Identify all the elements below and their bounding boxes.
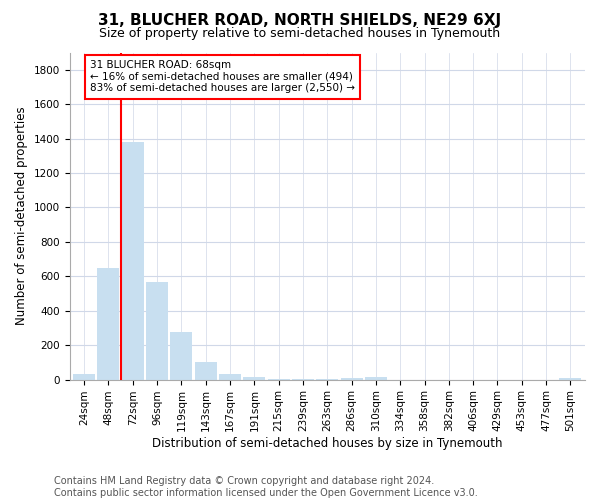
Bar [365, 377, 387, 380]
Bar [122, 142, 143, 380]
Bar [268, 378, 290, 380]
Bar [146, 282, 168, 380]
Bar [341, 378, 362, 380]
Bar [97, 268, 119, 380]
Bar [170, 332, 193, 380]
Bar [244, 377, 265, 380]
Text: Contains HM Land Registry data © Crown copyright and database right 2024.
Contai: Contains HM Land Registry data © Crown c… [54, 476, 478, 498]
Bar [195, 362, 217, 380]
Bar [219, 374, 241, 380]
X-axis label: Distribution of semi-detached houses by size in Tynemouth: Distribution of semi-detached houses by … [152, 437, 503, 450]
Text: Size of property relative to semi-detached houses in Tynemouth: Size of property relative to semi-detach… [100, 28, 500, 40]
Bar [73, 374, 95, 380]
Bar [559, 378, 581, 380]
Text: 31, BLUCHER ROAD, NORTH SHIELDS, NE29 6XJ: 31, BLUCHER ROAD, NORTH SHIELDS, NE29 6X… [98, 12, 502, 28]
Text: 31 BLUCHER ROAD: 68sqm
← 16% of semi-detached houses are smaller (494)
83% of se: 31 BLUCHER ROAD: 68sqm ← 16% of semi-det… [90, 60, 355, 94]
Y-axis label: Number of semi-detached properties: Number of semi-detached properties [15, 106, 28, 326]
Bar [292, 379, 314, 380]
